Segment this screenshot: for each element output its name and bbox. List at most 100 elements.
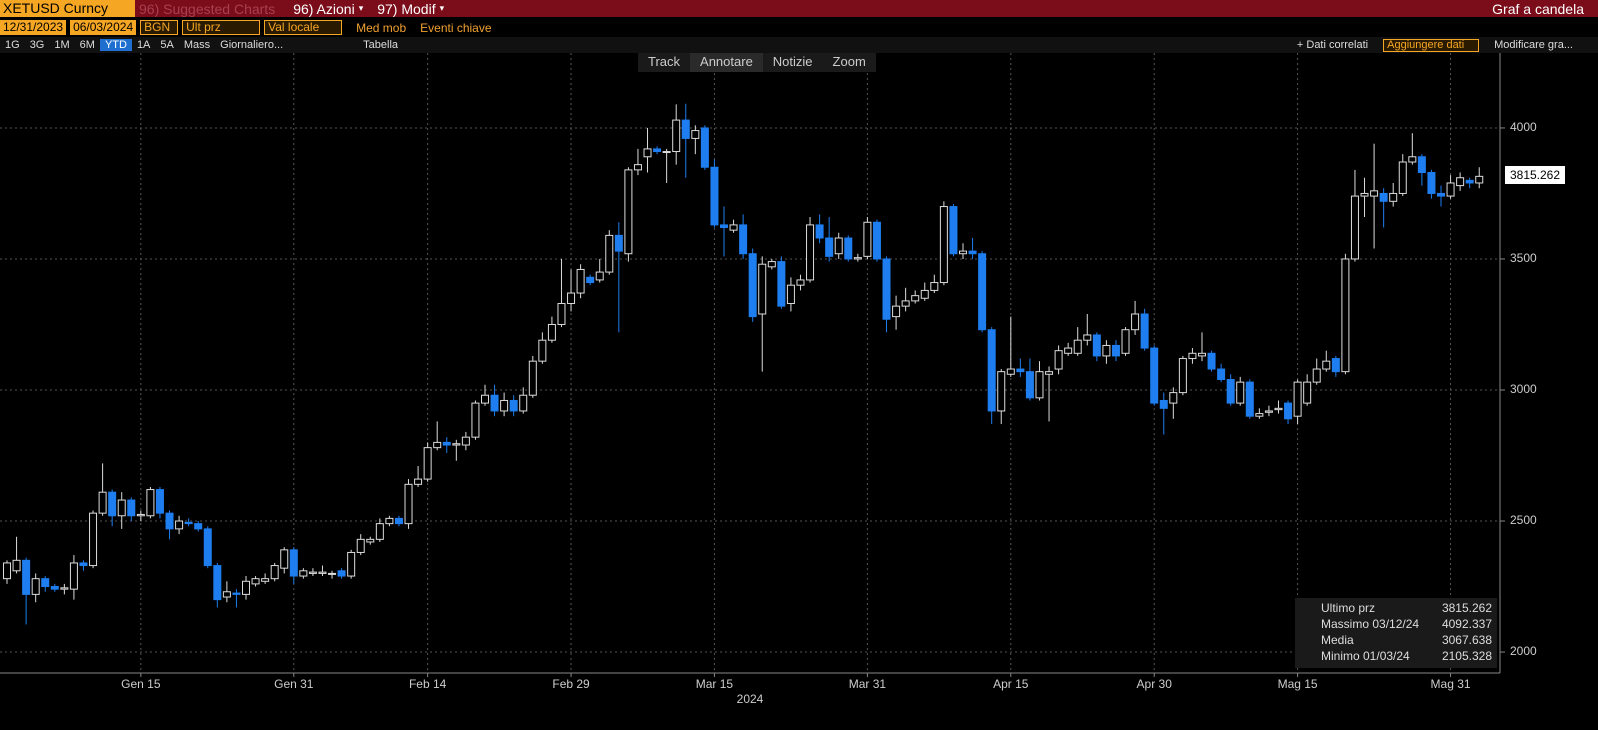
candle-body [98,491,107,514]
candle-body [500,399,509,412]
x-axis-label: 2024 [737,692,764,706]
related[interactable]: + Dati correlati [1296,39,1369,51]
menu[interactable]: 96) Azioni [293,0,355,17]
candle-body [1293,381,1302,417]
end-date[interactable]: 06/03/2024 [70,20,137,35]
suggested[interactable]: 96) Suggested Charts [139,0,276,17]
period[interactable]: 6M [79,39,95,51]
candle-body [318,571,327,574]
candle-body [643,148,652,158]
start-date[interactable]: 12/31/2023 [0,20,67,35]
candle-body [528,360,537,396]
tool[interactable]: Zoom [832,54,866,69]
candle-body [882,258,891,320]
candle-body [1159,399,1168,409]
x-tick-label: Mag 31 [1431,677,1471,691]
legend-label: Minimo 01/03/24 [1321,649,1410,663]
candle-body [796,279,805,286]
candle-body [337,570,346,577]
candle-body [1274,407,1283,411]
candle-body [1350,195,1359,260]
ticker[interactable]: XETUSD Curncy [0,0,135,17]
menu[interactable]: 97) Modif [377,0,436,17]
add-data[interactable]: Aggiungere dati [1383,38,1480,52]
candle-body [662,151,671,154]
legend: Ultimo prz 3815.262 Massimo 03/12/24 4092.3… [1295,598,1497,668]
candle-body [347,551,356,577]
tool[interactable]: Annotare [690,53,763,72]
candle-body [1322,360,1331,370]
source[interactable]: BGN [140,20,179,35]
period[interactable]: Mass [183,39,211,51]
candle-body [863,221,872,257]
candle-body [720,224,728,229]
candle-body [1102,344,1111,357]
candle-body [968,250,977,255]
candle-body [232,592,241,595]
candle-body [767,261,776,268]
last-price-tag: 3815.262 [1505,166,1565,184]
candle-body [1312,368,1321,383]
candle-body [89,512,98,567]
candle-body [117,499,126,517]
tool[interactable]: Track [648,54,681,69]
legend-value: 4092.337 [1441,617,1492,631]
legend-row: Massimo 03/12/24 4092.337 [1321,617,1492,633]
y-tick-label: 2500 [1510,513,1537,527]
period[interactable]: 5A [160,39,174,51]
candle-body [691,130,700,139]
legend-row: Minimo 01/03/24 2105.328 [1321,649,1492,665]
candle-body [920,289,929,299]
tool[interactable]: Notizie [772,54,813,69]
y-tick-label: 3500 [1510,251,1537,265]
y-tick-label: 2000 [1510,644,1537,658]
legend-value: 3067.638 [1441,633,1492,647]
candle-body [1045,371,1054,375]
candle-body [1169,392,1178,404]
candle-body [959,250,967,255]
candle-body [1207,352,1216,370]
x-tick-label: Apr 30 [1137,677,1173,691]
period[interactable]: 1M [54,39,70,51]
candle-body [1198,352,1206,357]
edit-chart[interactable]: Modificare gra... [1494,39,1573,51]
period[interactable]: YTD [99,39,132,51]
candle-body [1025,371,1034,399]
candle-body [901,300,910,307]
candle-body [1006,368,1015,375]
frequency[interactable]: Giornaliero... [220,39,284,51]
x-tick-label: Apr 15 [993,677,1029,691]
candle-body [1417,156,1426,173]
candle-body [605,234,614,273]
candle-body [289,549,298,577]
candle-body [825,237,834,257]
legend-label: Ultimo prz [1321,601,1376,615]
table[interactable]: Tabella [363,39,398,51]
candle-body [710,166,719,226]
candle-body [299,570,308,577]
currency[interactable]: Val locale [264,20,343,35]
candle-body [777,261,786,307]
y-tick-label: 3000 [1510,382,1537,396]
moving-avg[interactable]: Med mob [356,20,407,35]
candle-body [939,206,948,284]
period[interactable]: 1G [5,39,20,51]
candle-body [461,436,470,446]
period[interactable]: 1A [136,39,151,51]
candle-body [519,394,528,412]
candle-body [222,591,231,598]
candle-body [1245,381,1254,417]
candle-body [1456,177,1465,187]
candle-body [1178,358,1187,394]
candle-body [1073,339,1082,354]
candle-body [328,572,337,575]
key-events[interactable]: Eventi chiave [420,20,492,35]
candle-body [203,528,212,567]
candle-body [1111,344,1120,357]
candle-body [614,234,623,252]
period[interactable]: 3G [29,39,45,51]
candle-body [366,538,375,543]
legend-value: 2105.328 [1441,649,1492,663]
field[interactable]: Ult prz [182,20,261,35]
